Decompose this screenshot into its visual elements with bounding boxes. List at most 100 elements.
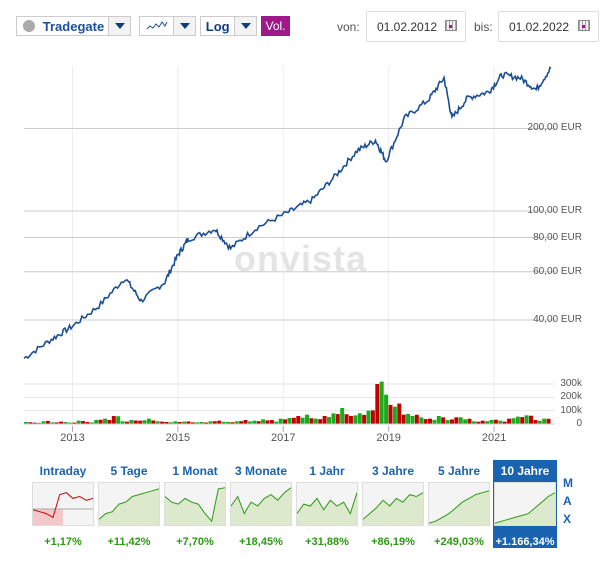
sparkline-area	[297, 492, 357, 525]
period-label: 5 Jahre	[437, 464, 481, 478]
period-tab-3-monate[interactable]: 3 Monate +18,45%	[229, 460, 293, 548]
volume-bar	[243, 420, 248, 424]
volume-bar	[458, 417, 463, 424]
volume-bar	[348, 416, 353, 424]
volume-bar	[217, 420, 222, 424]
volume-bar	[221, 421, 226, 424]
sparkline-line	[165, 487, 225, 523]
volume-bar	[186, 421, 191, 424]
chevron-down-icon[interactable]	[108, 17, 130, 35]
period-tab-5-tage[interactable]: 5 Tage +11,42%	[97, 460, 161, 548]
period-tab-3-jahre[interactable]: 3 Jahre +86,19%	[361, 460, 425, 548]
volume-bar	[327, 417, 331, 424]
volume-bar	[436, 416, 441, 424]
max-tab-letter[interactable]: A	[563, 494, 572, 508]
volume-bar	[388, 404, 393, 424]
volume-bar	[164, 422, 169, 424]
exchange-select[interactable]: Tradegate	[16, 16, 131, 36]
volume-bar	[410, 416, 415, 424]
y-tick-label: 60,00 EUR	[533, 265, 582, 277]
volume-toggle[interactable]: Vol.	[261, 16, 290, 36]
volume-bar	[419, 417, 424, 424]
volume-bar	[485, 421, 490, 424]
period-tab-5-jahre[interactable]: 5 Jahre +249,03%	[427, 460, 491, 548]
sparkline-area	[495, 492, 555, 525]
volume-bar	[533, 420, 538, 424]
volume-bar	[463, 419, 468, 424]
sparkline-area	[363, 492, 423, 525]
chart-type-select[interactable]	[139, 16, 196, 36]
volume-bar	[151, 420, 156, 424]
scale-label: Log	[205, 18, 230, 34]
period-tab-1-monat[interactable]: 1 Monat +7,70%	[163, 460, 227, 548]
price-chart[interactable]	[0, 0, 604, 455]
volume-bar	[489, 420, 494, 424]
sparkline-line	[33, 492, 93, 519]
volume-bar	[129, 420, 134, 424]
period-sparkline	[164, 482, 226, 526]
volume-bar	[50, 422, 55, 424]
period-sparkline	[98, 482, 160, 526]
period-label: 5 Tage	[110, 464, 148, 478]
period-label: 1 Jahr	[309, 464, 345, 478]
max-tab-letter[interactable]: X	[563, 512, 572, 526]
volume-bar	[67, 422, 72, 424]
x-tick-label: 2021	[481, 432, 507, 444]
volume-bar	[142, 420, 147, 424]
volume-bar	[406, 413, 411, 424]
from-date-input[interactable]: 01.02.2012	[366, 11, 466, 42]
volume-bar	[103, 418, 108, 424]
period-change: +31,88%	[305, 536, 349, 548]
period-tab-10-jahre[interactable]: 10 Jahre +1.166,34%	[493, 460, 557, 548]
volume-bar	[300, 417, 305, 424]
volume-bar	[261, 419, 266, 424]
sparkline-area	[231, 487, 291, 525]
volume-bar	[524, 415, 529, 424]
volume-bar	[322, 416, 327, 424]
calendar-icon[interactable]	[445, 20, 457, 31]
volume-bar	[502, 421, 507, 424]
period-change: +11,42%	[107, 536, 151, 548]
volume-bar	[234, 421, 239, 424]
y-tick-label: 80,00 EUR	[533, 231, 582, 243]
volume-bar	[283, 419, 288, 424]
volume-bar	[392, 406, 397, 424]
volume-bar	[111, 416, 116, 424]
volume-bar	[107, 419, 112, 424]
volume-bar	[54, 422, 59, 424]
period-tab-1-jahr[interactable]: 1 Jahr +31,88%	[295, 460, 359, 548]
max-tab-letter[interactable]: M	[563, 476, 573, 490]
y-tick-label: 100,00 EUR	[527, 204, 582, 216]
scale-select[interactable]: Log	[200, 16, 257, 36]
period-tab-intraday[interactable]: Intraday +1,17%	[31, 460, 95, 548]
chevron-down-icon[interactable]	[173, 17, 195, 35]
volume-bar	[467, 418, 472, 424]
volume-bar	[98, 419, 103, 424]
volume-bar	[168, 422, 173, 424]
to-date-value: 01.02.2022	[509, 19, 570, 34]
volume-bar	[423, 419, 428, 424]
volume-bar	[160, 421, 165, 424]
volume-bar	[357, 413, 362, 424]
volume-bar	[471, 421, 476, 424]
volume-bar	[94, 420, 99, 424]
period-change: +1.166,34%	[495, 536, 555, 548]
volume-bar	[125, 421, 129, 424]
volume-bar	[331, 413, 336, 424]
volume-bar	[278, 418, 283, 424]
period-sparkline	[230, 482, 292, 526]
to-date-input[interactable]: 01.02.2022	[498, 11, 599, 42]
volume-bar	[454, 417, 459, 424]
volume-bar	[85, 422, 90, 424]
sparkline-line	[495, 492, 555, 524]
volume-bar	[133, 420, 138, 424]
exchange-label: Tradegate	[42, 18, 105, 34]
sparkline-line	[99, 488, 159, 520]
volume-bar	[291, 417, 296, 424]
volume-bar	[230, 422, 235, 424]
volume-bar	[41, 421, 46, 424]
volume-bar	[379, 381, 384, 424]
period-sparkline	[32, 482, 94, 526]
chevron-down-icon[interactable]	[234, 17, 256, 35]
calendar-icon[interactable]	[578, 20, 590, 31]
